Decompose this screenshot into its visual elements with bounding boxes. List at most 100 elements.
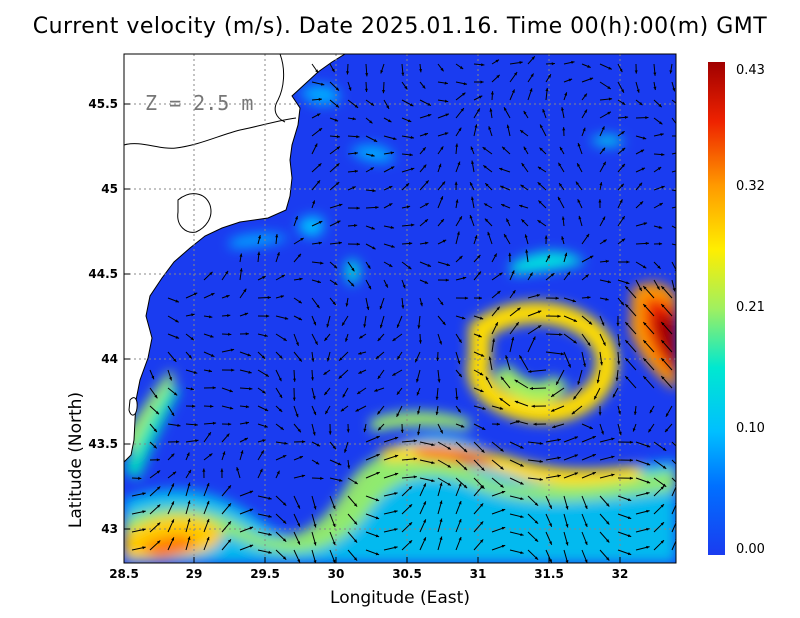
velocity-arrowhead bbox=[649, 409, 653, 414]
velocity-arrowhead bbox=[427, 263, 431, 267]
velocity-arrowhead bbox=[611, 455, 615, 459]
velocity-arrowhead bbox=[422, 147, 426, 151]
velocity-arrowhead bbox=[259, 468, 263, 473]
velocity-arrowhead bbox=[261, 355, 266, 359]
velocity-arrowhead bbox=[409, 103, 414, 107]
velocity-arrowhead bbox=[659, 203, 663, 206]
velocity-arrowhead bbox=[584, 523, 588, 527]
velocity-arrowhead bbox=[680, 204, 683, 207]
velocity-arrowhead bbox=[606, 521, 610, 525]
velocity-arrowhead bbox=[627, 516, 632, 519]
velocity-arrowhead bbox=[537, 220, 541, 224]
velocity-arrowhead bbox=[460, 424, 465, 428]
velocity-arrowhead bbox=[646, 462, 651, 466]
velocity-arrowhead bbox=[209, 315, 213, 319]
velocity-arrowhead bbox=[656, 286, 660, 290]
velocity-arrowhead bbox=[190, 337, 194, 341]
velocity-arrowhead bbox=[311, 358, 315, 362]
x-tick-label: 28.5 bbox=[109, 567, 139, 581]
velocity-arrowhead bbox=[608, 66, 612, 70]
velocity-arrowhead bbox=[396, 413, 400, 417]
velocity-arrowhead bbox=[520, 445, 524, 449]
velocity-arrowhead bbox=[320, 476, 324, 480]
velocity-arrow bbox=[671, 152, 676, 155]
velocity-arrowhead bbox=[504, 234, 507, 238]
velocity-arrowhead bbox=[662, 465, 667, 469]
velocity-arrowhead bbox=[315, 461, 320, 465]
velocity-arrowhead bbox=[153, 428, 157, 432]
velocity-arrowhead bbox=[311, 377, 314, 381]
velocity-arrowhead bbox=[175, 335, 180, 339]
velocity-arrowhead bbox=[679, 467, 682, 470]
velocity-arrowhead bbox=[337, 220, 341, 224]
velocity-arrowhead bbox=[157, 522, 161, 526]
velocity-arrowhead bbox=[636, 89, 640, 93]
velocity-arrowhead bbox=[227, 539, 231, 543]
velocity-arrowhead bbox=[388, 186, 393, 189]
velocity-arrowhead bbox=[488, 356, 492, 360]
velocity-arrowhead bbox=[603, 239, 607, 243]
velocity-arrowhead bbox=[681, 190, 684, 193]
velocity-arrowhead bbox=[351, 267, 355, 272]
velocity-arrowhead bbox=[441, 181, 446, 185]
velocity-arrowhead bbox=[660, 522, 664, 526]
velocity-arrowhead bbox=[521, 219, 525, 223]
velocity-arrowhead bbox=[447, 464, 451, 468]
velocity-arrowhead bbox=[296, 342, 299, 346]
velocity-arrow bbox=[671, 477, 676, 483]
velocity-arrowhead bbox=[515, 322, 519, 326]
velocity-arrowhead bbox=[661, 304, 665, 308]
velocity-arrowhead bbox=[312, 200, 315, 204]
velocity-arrowhead bbox=[525, 249, 529, 253]
velocity-arrowhead bbox=[227, 503, 231, 507]
velocity-arrowhead bbox=[409, 153, 413, 157]
velocity-arrowhead bbox=[313, 411, 317, 416]
velocity-arrowhead bbox=[368, 285, 371, 290]
velocity-arrowhead bbox=[499, 406, 504, 410]
velocity-arrowhead bbox=[481, 449, 485, 453]
velocity-arrowhead bbox=[371, 153, 375, 157]
velocity-arrowhead bbox=[298, 300, 302, 304]
velocity-arrowhead bbox=[353, 521, 358, 525]
velocity-arrowhead bbox=[372, 246, 376, 250]
velocity-arrowhead bbox=[265, 373, 269, 377]
velocity-arrowhead bbox=[643, 286, 647, 290]
velocity-arrowhead bbox=[243, 288, 247, 293]
velocity-arrowhead bbox=[458, 339, 462, 343]
velocity-arrowhead bbox=[411, 223, 415, 227]
velocity-arrowhead bbox=[313, 506, 317, 510]
velocity-arrowhead bbox=[231, 368, 235, 372]
velocity-arrowhead bbox=[517, 307, 521, 311]
velocity-arrowhead bbox=[643, 376, 647, 380]
velocity-arrowhead bbox=[556, 381, 559, 385]
velocity-arrowhead bbox=[171, 537, 174, 541]
velocity-arrowhead bbox=[356, 242, 360, 246]
velocity-arrowhead bbox=[211, 293, 215, 296]
velocity-arrowhead bbox=[268, 532, 272, 536]
velocity-arrowhead bbox=[634, 70, 638, 74]
velocity-arrowhead bbox=[661, 153, 665, 157]
velocity-arrowhead bbox=[315, 69, 319, 73]
velocity-arrowhead bbox=[458, 127, 462, 132]
velocity-arrow bbox=[671, 503, 676, 515]
velocity-arrowhead bbox=[584, 505, 588, 509]
velocity-arrowhead bbox=[332, 505, 336, 509]
velocity-arrowhead bbox=[282, 520, 287, 524]
velocity-arrow bbox=[671, 170, 676, 173]
velocity-arrowhead bbox=[508, 252, 512, 256]
velocity-arrowhead bbox=[534, 556, 539, 560]
velocity-arrowhead bbox=[483, 165, 487, 169]
velocity-arrowhead bbox=[358, 370, 362, 374]
plot-frame bbox=[123, 53, 677, 564]
velocity-arrowhead bbox=[405, 183, 410, 187]
velocity-arrowhead bbox=[620, 301, 624, 306]
velocity-arrowhead bbox=[660, 486, 664, 490]
velocity-arrowhead bbox=[646, 545, 650, 549]
velocity-arrowhead bbox=[598, 412, 602, 416]
velocity-arrowhead bbox=[460, 108, 464, 112]
velocity-arrowhead bbox=[661, 358, 665, 362]
velocity-arrowhead bbox=[641, 167, 645, 171]
velocity-arrowhead bbox=[621, 163, 625, 168]
velocity-arrowhead bbox=[379, 324, 383, 329]
velocity-arrowhead bbox=[537, 325, 542, 329]
